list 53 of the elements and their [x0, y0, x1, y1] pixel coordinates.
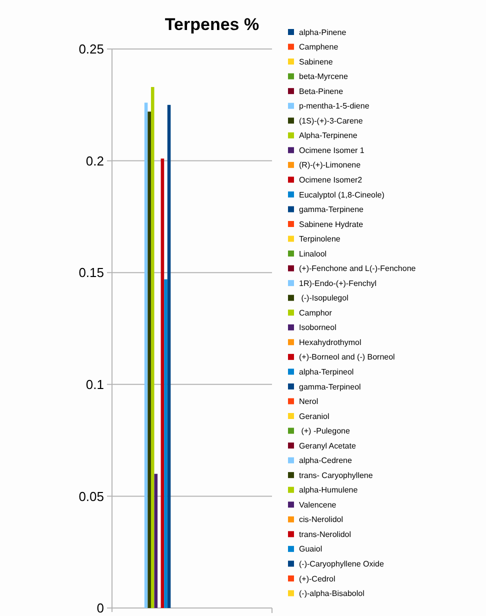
legend-label: Geranyl Acetate — [299, 441, 356, 450]
legend-label: Geraniol — [299, 412, 330, 421]
legend-label: Terpinolene — [299, 234, 341, 244]
legend-label: Camphene — [299, 42, 339, 52]
bar — [154, 474, 158, 608]
legend-label: (+) -Pulegone — [299, 426, 350, 436]
legend-label: alpha-Humulene — [299, 486, 358, 495]
legend-label: (1S)-(+)-3-Carene — [299, 116, 364, 126]
legend-label: Alpha-Terpinene — [299, 131, 358, 140]
legend-label: Ocimene Isomer 1 — [299, 146, 365, 155]
legend-label: Ocimene Isomer2 — [299, 175, 363, 184]
legend-label: (-)-Caryophyllene Oxide — [299, 559, 384, 568]
legend-label: (-)-Isopulegol — [299, 294, 349, 303]
legend-label: 1R)-Endo-(+)-Fenchyl — [299, 278, 377, 288]
legend-label: Sabinene — [299, 57, 334, 66]
legend-label: beta-Myrcene — [299, 72, 348, 82]
legend-label: gamma-Terpineol — [299, 382, 362, 392]
legend-label: Hexahydrothymol — [299, 338, 362, 347]
bar — [144, 102, 148, 608]
bar — [167, 104, 171, 608]
legend-label: alpha-Cedrene — [299, 456, 352, 466]
legend-label: Beta-Pinene — [299, 86, 344, 96]
bar — [160, 158, 164, 608]
legend-label: alpha-Terpineol — [299, 367, 354, 376]
legend-label: alpha-Pinene — [299, 28, 347, 37]
legend-label: Nerol — [299, 397, 318, 406]
bar — [164, 279, 168, 608]
legend-label: cis-Nerolidol — [299, 515, 344, 524]
chart-title: Terpenes % — [164, 15, 260, 34]
y-tick-label: 0.25 — [78, 42, 104, 57]
legend-label: Eucalyptol (1,8-Cineole) — [299, 190, 385, 200]
y-tick-label: 0.15 — [78, 265, 104, 280]
legend-label: Sabinene Hydrate — [299, 220, 364, 229]
legend-label: Camphor — [299, 308, 332, 318]
legend-label: Linalool — [299, 249, 327, 258]
y-tick-label: 0 — [96, 600, 104, 616]
bar — [148, 112, 151, 608]
legend-label: gamma-Terpinene — [299, 205, 364, 214]
legend-label: Valencene — [299, 500, 337, 510]
y-tick-label: 0.05 — [78, 488, 104, 504]
legend-label: trans-Nerolidol — [299, 530, 352, 539]
legend-label: Guaiol — [299, 544, 322, 554]
legend-label: Isoborneol — [299, 323, 337, 332]
legend-label: (+)-Cedrol — [299, 574, 336, 584]
legend-label: trans- Caryophyllene — [299, 470, 374, 480]
y-tick-label: 0.2 — [86, 153, 104, 168]
legend-label: (-)-alpha-Bisabolol — [299, 589, 365, 598]
bar — [150, 87, 154, 608]
y-tick-label: 0.1 — [86, 376, 104, 392]
legend-label: (+)-Borneol and (-) Borneol — [299, 352, 396, 362]
legend-label: p-mentha-1-5-diene — [299, 102, 370, 111]
legend-label: (R)-(+)-Limonene — [299, 160, 362, 170]
legend-label: (+)-Fenchone and L(-)-Fenchone — [299, 264, 416, 274]
